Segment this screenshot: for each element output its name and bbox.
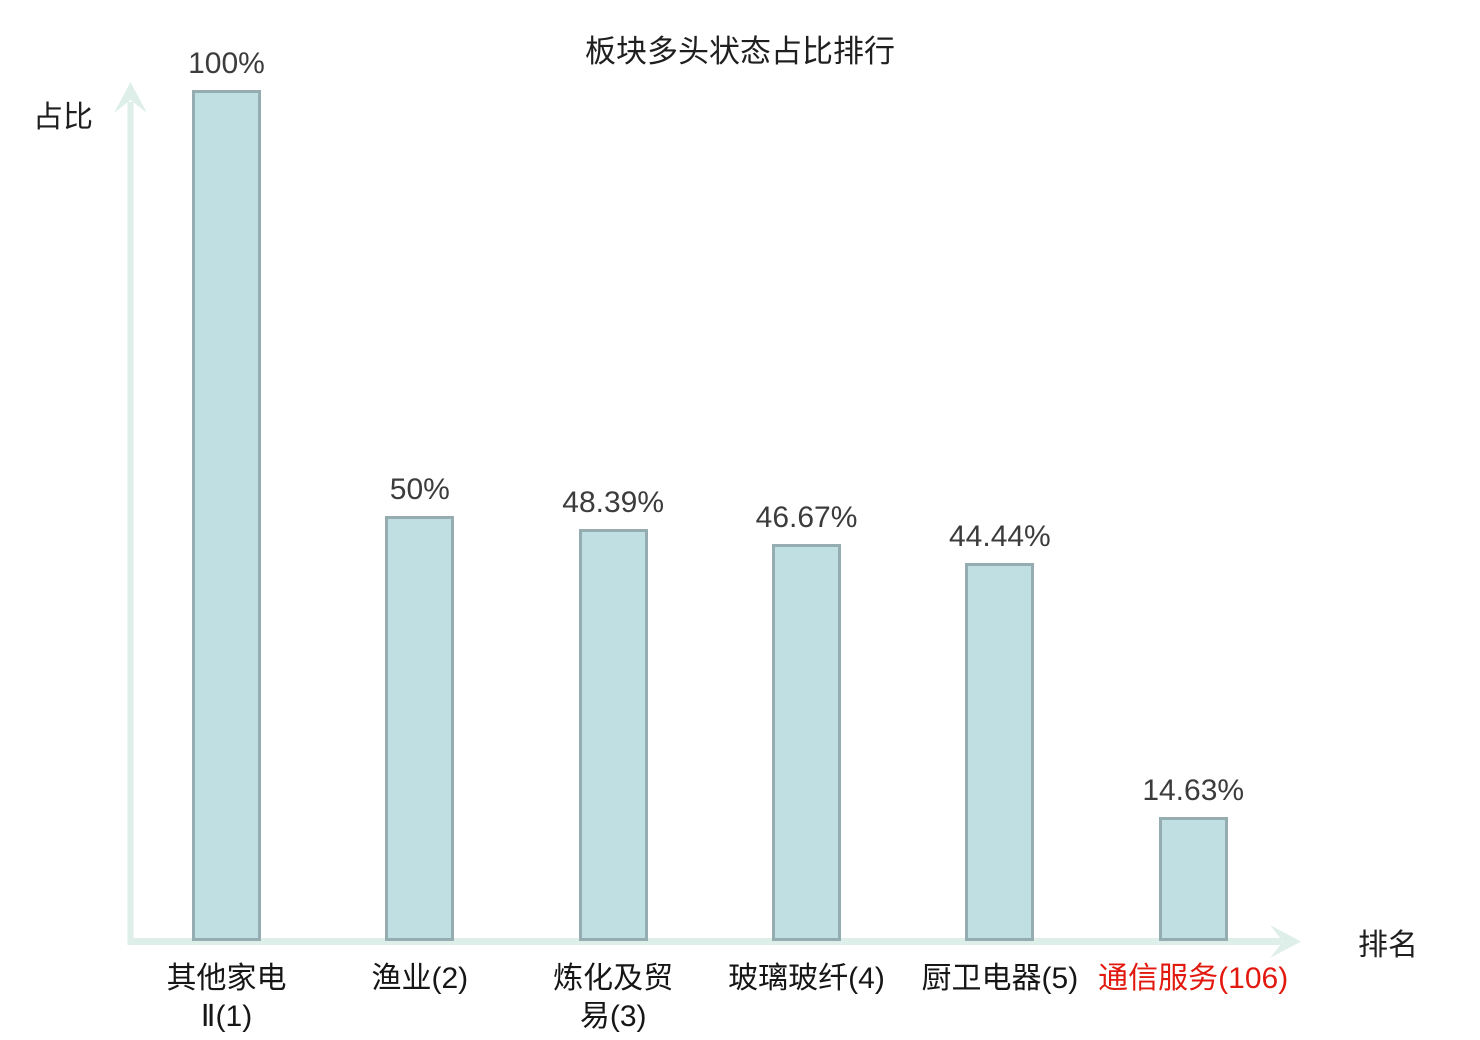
chart-title: 板块多头状态占比排行 [585,34,895,69]
y-axis-label: 占比 [33,101,93,134]
bar [578,529,648,941]
bar [965,562,1035,941]
bar-value-label: 48.39% [562,486,665,520]
category-label: 厨卫电器(5) [921,962,1079,995]
bar-value-label: 46.67% [755,500,858,534]
category-label: 玻璃玻纤(4) [728,962,885,995]
bar-value-label: 50% [389,472,450,506]
y-axis-arrow-icon [114,82,147,113]
bar-value-label: 100% [188,47,265,80]
bar [772,543,842,941]
bar-value-label: 44.44% [948,519,1051,553]
x-axis-label: 排名 [1358,929,1418,962]
category-label: 其他家电 Ⅱ(1) [166,962,287,1033]
category-label: 炼化及贸 易(3) [553,962,674,1033]
category-label: 渔业(2) [371,962,469,995]
x-axis-arrow-icon [1270,925,1301,958]
category-label: 通信服务(106) [1098,962,1289,995]
bar [192,90,261,941]
bar-value-label: 14.63% [1142,773,1245,807]
bar [1158,816,1228,941]
bar [385,515,455,941]
